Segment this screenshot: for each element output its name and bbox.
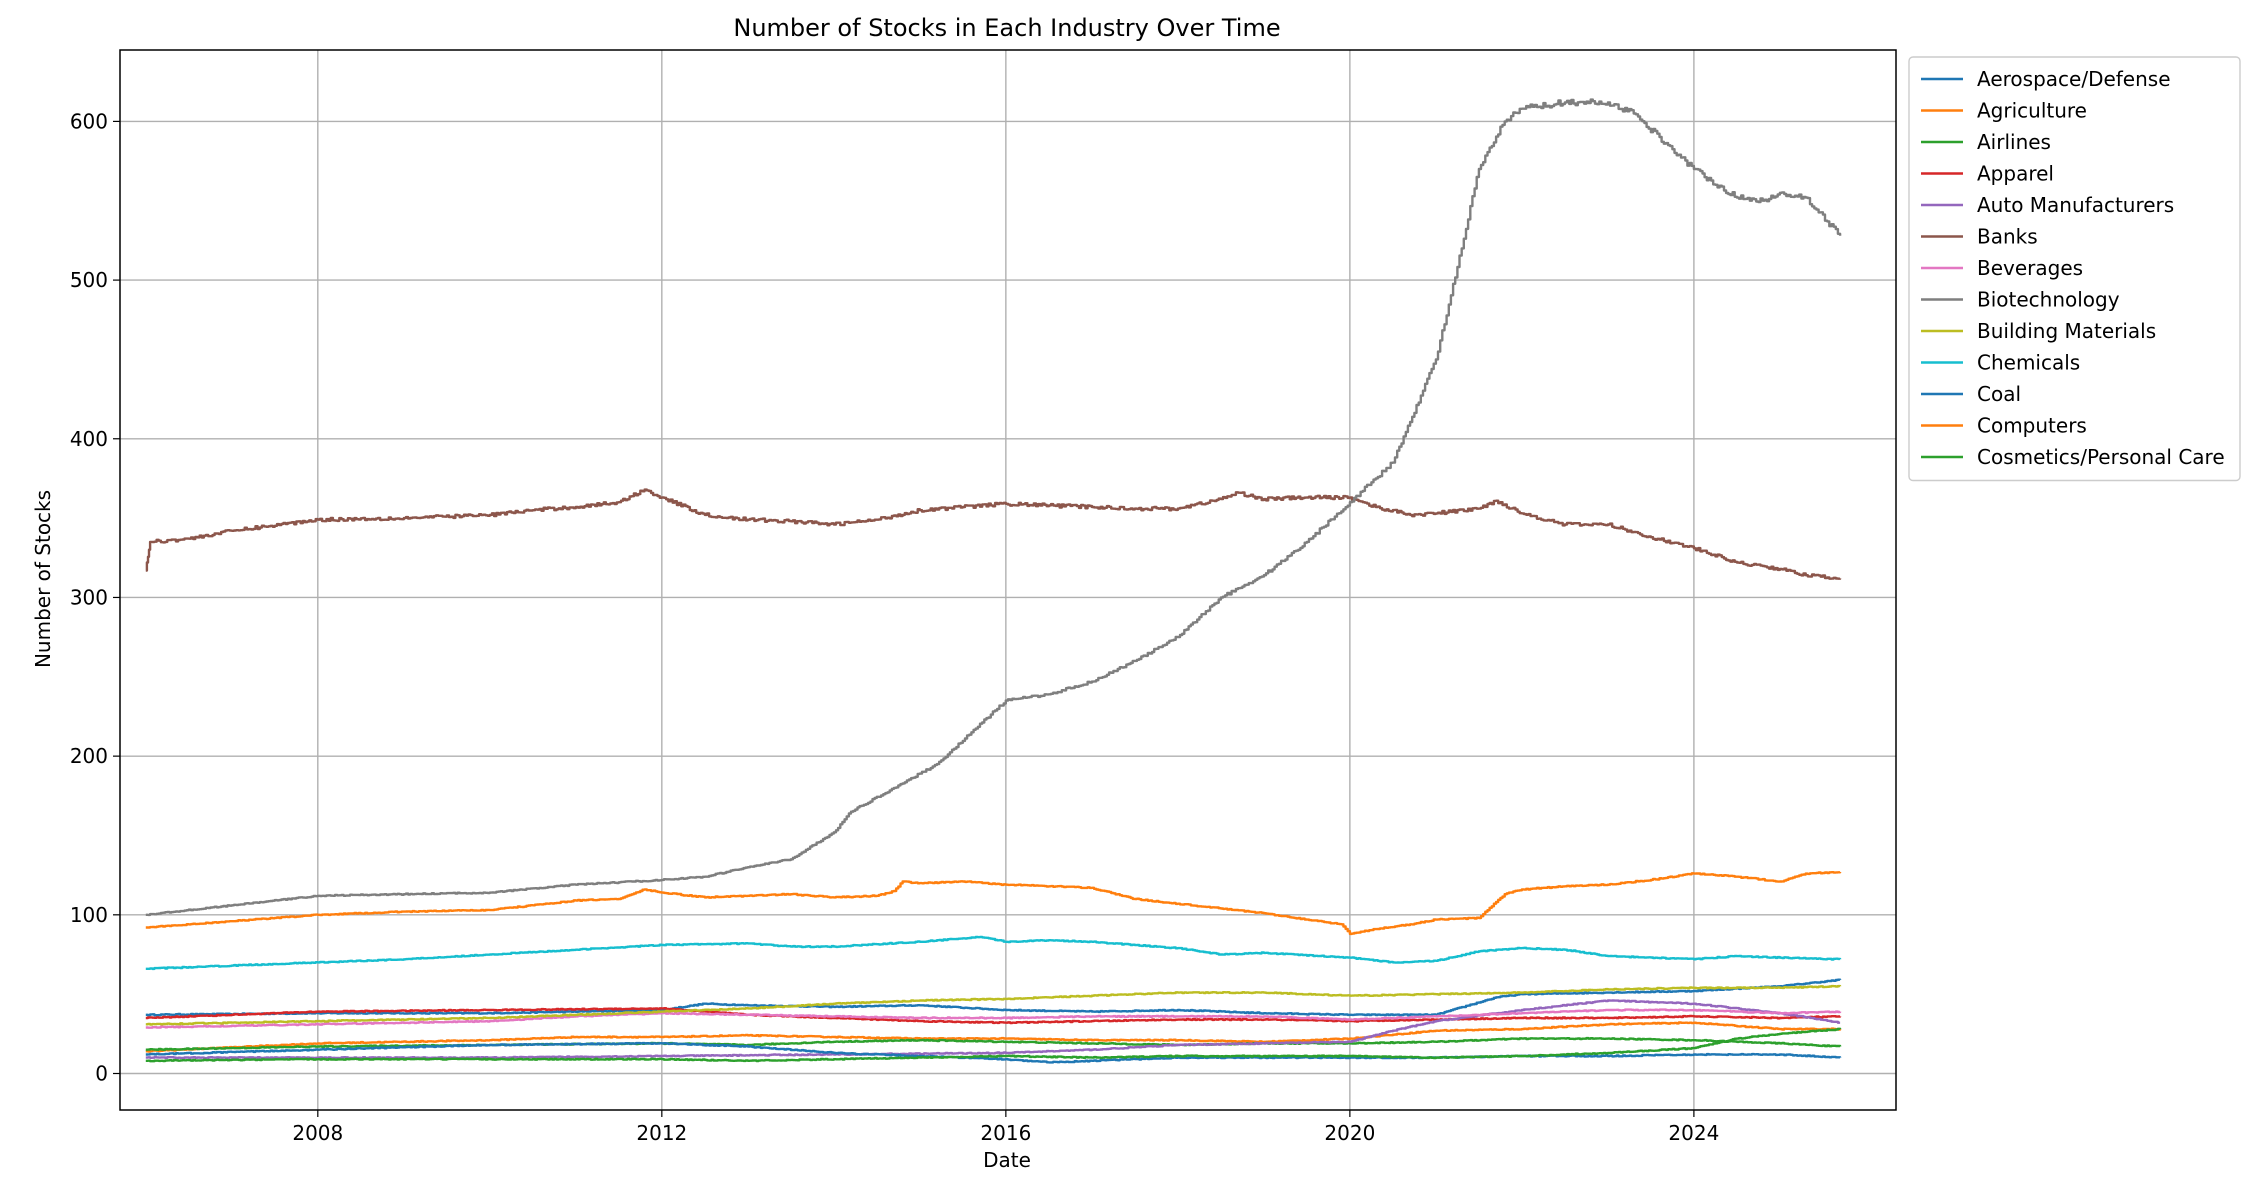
y-tick-label: 500	[70, 268, 108, 292]
x-axis-title: Date	[983, 1148, 1031, 1172]
y-tick-label: 300	[70, 585, 108, 609]
series-line-biotechnology	[145, 98, 1842, 917]
plot-frame	[119, 49, 1897, 1111]
series-line-cosmetics-personal-care	[145, 1027, 1842, 1063]
legend: Aerospace/Defense Agriculture Airlines Appa…	[1908, 56, 2241, 482]
legend-label-airlines: Airlines	[1977, 130, 2051, 154]
y-tick-label: 400	[70, 427, 108, 451]
plot-lines	[145, 98, 1842, 1064]
series-line-aerospace-defense	[145, 978, 1842, 1017]
series-line-building-materials	[145, 984, 1842, 1026]
legend-label-apparel: Apparel	[1977, 162, 2054, 186]
series-line-computers	[145, 871, 1842, 936]
y-tick-label: 100	[70, 903, 108, 927]
grid-lines	[120, 50, 1896, 1110]
y-axis-title: Number of Stocks	[31, 490, 55, 668]
axis-ticks: 2008 2012 2016 2020 2024 0 100 200 300 400 500 600	[70, 109, 1720, 1145]
x-tick-label: 2024	[1668, 1121, 1719, 1145]
legend-label-auto-manufacturers: Auto Manufacturers	[1977, 193, 2174, 217]
series-line-beverages	[145, 1008, 1842, 1029]
legend-label-building-materials: Building Materials	[1977, 319, 2156, 343]
legend-label-coal: Coal	[1977, 382, 2021, 406]
legend-label-aerospace-defense: Aerospace/Defense	[1977, 67, 2171, 91]
series-line-banks	[145, 488, 1842, 580]
legend-label-computers: Computers	[1977, 414, 2087, 438]
legend-label-agriculture: Agriculture	[1977, 99, 2087, 123]
chart-title: Number of Stocks in Each Industry Over T…	[733, 14, 1280, 42]
series-line-chemicals	[145, 935, 1842, 971]
x-tick-label: 2016	[980, 1121, 1031, 1145]
legend-label-banks: Banks	[1977, 225, 2038, 249]
x-tick-label: 2020	[1324, 1121, 1375, 1145]
legend-label-biotechnology: Biotechnology	[1977, 288, 2120, 312]
x-tick-label: 2008	[292, 1121, 343, 1145]
legend-label-chemicals: Chemicals	[1977, 351, 2080, 375]
y-tick-label: 0	[95, 1062, 108, 1086]
y-tick-label: 600	[70, 109, 108, 133]
series-line-apparel	[145, 1007, 1842, 1025]
y-tick-label: 200	[70, 744, 108, 768]
series-line-agriculture	[145, 1021, 1842, 1053]
x-tick-label: 2012	[636, 1121, 687, 1145]
legend-label-beverages: Beverages	[1977, 256, 2083, 280]
legend-label-cosmetics-personal-care: Cosmetics/Personal Care	[1977, 445, 2225, 469]
legend-box	[1908, 56, 2241, 482]
